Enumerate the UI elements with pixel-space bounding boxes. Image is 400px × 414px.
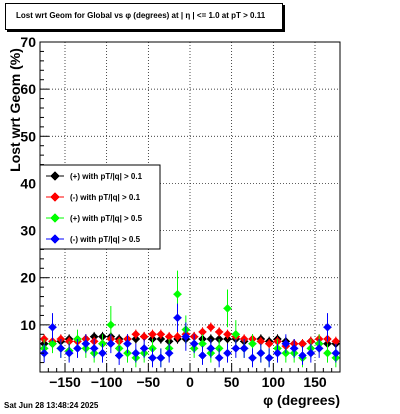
data-point — [50, 234, 60, 244]
axis-ticks: −150 −100 −50 0 50 100 150 10 20 30 40 50 60 70 — [20, 34, 341, 390]
data-point — [48, 339, 57, 349]
data-point — [239, 344, 249, 353]
data-point — [56, 344, 66, 353]
data-point — [214, 327, 224, 337]
x-tick-label: −100 — [91, 374, 123, 390]
y-tick-label: 10 — [20, 317, 36, 333]
x-tick-label: −50 — [136, 374, 160, 390]
y-tick-label: 70 — [20, 34, 36, 50]
data-point — [298, 351, 307, 360]
data-point — [48, 322, 57, 332]
legend-label: (-) with pT/|q| > 0.1 — [70, 193, 141, 202]
data-point — [289, 344, 299, 353]
data-point — [114, 351, 124, 360]
data-point — [248, 339, 257, 349]
data-point — [50, 171, 60, 181]
data-point — [106, 339, 116, 349]
legend-box — [39, 164, 161, 250]
data-point — [206, 322, 216, 332]
data-point — [106, 320, 116, 330]
data-point — [89, 344, 99, 353]
data-point — [173, 289, 182, 299]
data-point — [231, 329, 241, 339]
data-point — [139, 344, 149, 353]
x-tick-label: 0 — [186, 374, 194, 390]
data-point — [223, 348, 232, 358]
data-point — [156, 329, 166, 339]
data-point — [50, 192, 60, 202]
data-point — [264, 353, 274, 363]
data-point — [148, 329, 157, 339]
data-point — [214, 353, 224, 363]
timestamp: Sat Jun 28 13:48:24 2025 — [4, 401, 99, 410]
data-point — [131, 329, 141, 339]
data-point — [248, 353, 257, 363]
y-tick-label: 60 — [20, 81, 36, 97]
data-point — [39, 348, 49, 358]
data-point — [81, 339, 91, 349]
data-point — [223, 304, 232, 313]
data-point — [323, 348, 332, 358]
data-point — [73, 344, 82, 353]
data-point — [189, 339, 199, 349]
data-series — [39, 270, 341, 368]
legend-label: (+) with pT/|q| > 0.5 — [70, 214, 143, 223]
data-point — [223, 329, 232, 339]
data-point — [64, 348, 74, 358]
series-2 — [39, 322, 341, 351]
data-point — [131, 348, 141, 358]
data-point — [281, 339, 291, 349]
data-point — [173, 313, 182, 323]
x-tick-label: 100 — [262, 374, 286, 390]
data-point — [231, 344, 241, 353]
x-tick-label: 50 — [224, 374, 240, 390]
data-point — [98, 348, 107, 358]
data-point — [206, 344, 216, 353]
y-tick-label: 30 — [20, 223, 36, 239]
data-point — [256, 348, 266, 358]
data-point — [181, 332, 191, 341]
chart-title: Lost wrt Geom for Global vs φ (degrees) … — [16, 11, 266, 20]
x-tick-label: −150 — [49, 374, 81, 390]
data-point — [198, 351, 207, 360]
data-point — [164, 348, 174, 358]
legend: (+) with pT/|q| > 0.1 (-) with pT/|q| > 0… — [39, 164, 161, 250]
data-point — [50, 213, 60, 223]
y-tick-label: 20 — [20, 270, 36, 286]
data-point — [173, 332, 182, 341]
data-point — [273, 348, 282, 358]
series-4 — [39, 303, 341, 368]
data-point — [264, 339, 274, 349]
data-point — [148, 353, 157, 363]
data-point — [123, 339, 132, 349]
y-tick-label: 40 — [20, 175, 36, 191]
chart-title-box: Lost wrt Geom for Global vs φ (degrees) … — [5, 3, 283, 30]
x-axis-label: φ (degrees) — [263, 392, 340, 408]
data-point — [331, 348, 341, 358]
data-point — [156, 353, 166, 363]
x-tick-label: 150 — [303, 374, 327, 390]
legend-label: (-) with pT/|q| > 0.5 — [70, 235, 141, 244]
legend-label: (+) with pT/|q| > 0.1 — [70, 172, 143, 181]
data-point — [306, 348, 316, 358]
y-axis-label: Lost wrt Geom (%) — [7, 48, 23, 172]
data-point — [323, 322, 332, 332]
y-tick-label: 50 — [20, 128, 36, 144]
data-point — [314, 344, 324, 353]
